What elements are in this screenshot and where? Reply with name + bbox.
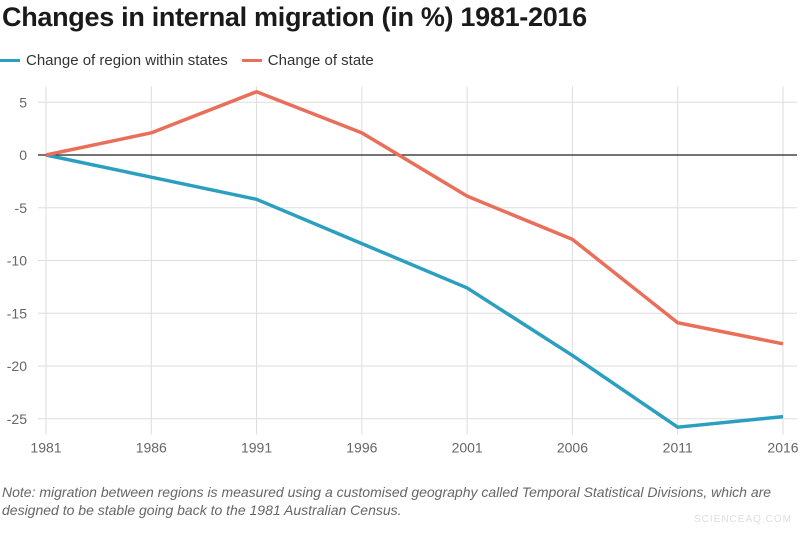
x-tick-label: 2016: [767, 440, 798, 456]
legend-label-region: Change of region within states: [26, 52, 228, 69]
series-line-1: [45, 89, 784, 346]
y-tick-label: 0: [19, 147, 27, 163]
y-tick-label: -25: [7, 411, 27, 427]
x-tick-label: 1991: [241, 440, 272, 456]
series-line-0: [45, 153, 784, 429]
x-tick-label: 1986: [136, 440, 167, 456]
legend-swatch-region: [0, 59, 20, 62]
legend-swatch-state: [241, 59, 262, 62]
y-tick-label: 5: [19, 94, 27, 110]
x-tick-label: 2006: [557, 440, 588, 456]
x-tick-label: 2011: [663, 440, 693, 456]
line-chart: 1981 1986 1991 1996 2001 2006 2011 2016 5 0 -5 -10 -…: [7, 86, 799, 456]
chart-title: Changes in internal migration (in %) 198…: [2, 2, 587, 32]
legend-item-region: Change of region within states: [0, 52, 228, 69]
y-tick-label: -20: [7, 358, 27, 374]
y-tick-label: -5: [15, 200, 28, 216]
legend: Change of region within states Change of…: [0, 52, 374, 69]
x-tick-label: 1996: [346, 440, 377, 456]
watermark: SCIENCEAQ.COM: [693, 514, 792, 525]
chart-note: Note: migration between regions is measu…: [2, 484, 772, 518]
y-tick-label: -15: [7, 305, 27, 321]
x-tick-label: 1981: [30, 440, 61, 456]
y-tick-label: -10: [7, 253, 27, 269]
x-tick-label: 2001: [452, 440, 483, 456]
legend-item-state: Change of state: [241, 52, 374, 69]
legend-label-state: Change of state: [267, 52, 374, 69]
